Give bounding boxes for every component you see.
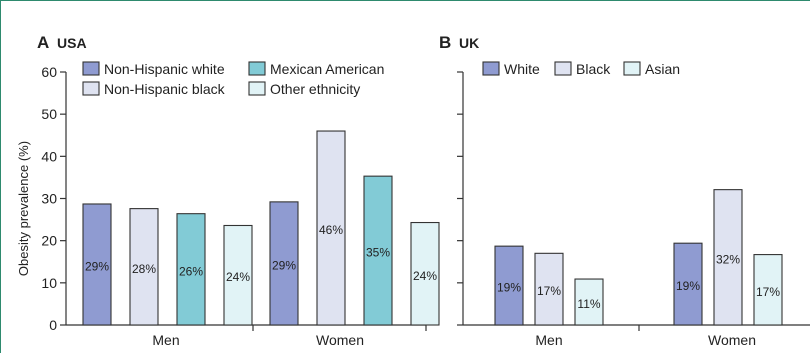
panel-b-bar xyxy=(574,278,604,326)
panel-a-legend-swatch xyxy=(82,61,100,76)
panel-a-data-label: 26% xyxy=(179,264,203,278)
panel-a-legend-swatch xyxy=(248,81,266,96)
panel-b-category-label: Women xyxy=(708,332,756,348)
panel-b-legend-swatch xyxy=(554,61,572,76)
panel-b-bar xyxy=(713,189,743,326)
panel-b-bar xyxy=(534,252,564,326)
panel-b-legend-swatch xyxy=(623,61,641,76)
panel-a-legend-label: Other ethnicity xyxy=(270,81,360,97)
panel-b-letter: B xyxy=(439,33,451,52)
panel-a-bar xyxy=(82,203,112,326)
panel-b-data-label: 17% xyxy=(756,285,780,299)
panel-a-data-label: 24% xyxy=(226,270,250,284)
panel-a-legend-label: Non-Hispanic black xyxy=(104,81,226,97)
panel-a-y-tick-label: 60 xyxy=(41,64,57,80)
panel-b-data-label: 11% xyxy=(577,297,600,311)
panel-a-legend-swatch xyxy=(82,81,100,96)
panel-b-data-label: 32% xyxy=(716,252,740,266)
panel-b-title: UK xyxy=(459,35,479,51)
panel-a-data-label: 46% xyxy=(319,223,343,237)
panel-a-data-label: 29% xyxy=(85,259,109,273)
panel-b-legend-label: White xyxy=(504,61,540,77)
panel-a-data-label: 28% xyxy=(132,262,156,276)
panel-a-legend-swatch xyxy=(248,61,266,76)
panel-a-legend-label: Mexican American xyxy=(270,61,384,77)
panel-b-legend-label: Asian xyxy=(645,61,680,77)
panel-a-y-tick-label: 0 xyxy=(49,317,57,333)
panel-b-data-label: 19% xyxy=(676,279,700,293)
panel-b-data-label: 19% xyxy=(497,281,521,295)
panel-b-category-label: Men xyxy=(535,332,562,348)
panel-b-data-label: 17% xyxy=(537,284,561,298)
panel-a-legend-label: Non-Hispanic white xyxy=(104,61,225,77)
panel-b-legend-swatch xyxy=(482,61,500,76)
panel-a-y-axis-label: Obesity prevalence (%) xyxy=(16,141,31,276)
panel-a-data-label: 29% xyxy=(272,258,296,272)
panel-b-legend-label: Black xyxy=(576,61,611,77)
panel-a-letter: A xyxy=(37,33,49,52)
panel-a-bar xyxy=(223,224,253,326)
panel-a-bar xyxy=(363,175,393,326)
panel-b-bar xyxy=(494,245,524,326)
panel-b-bar xyxy=(673,242,703,326)
panel-a-y-tick-label: 40 xyxy=(41,148,57,164)
panel-a-bar xyxy=(269,201,299,326)
panel-a-category-label: Men xyxy=(152,332,179,348)
panel-a-y-tick-label: 20 xyxy=(41,233,57,249)
panel-a-category-label: Women xyxy=(316,332,364,348)
panel-a-data-label: 24% xyxy=(413,269,437,283)
panel-a-title: USA xyxy=(57,35,87,51)
panel-a-y-tick-label: 10 xyxy=(41,275,57,291)
panel-a-bar xyxy=(316,130,346,326)
panel-a-y-tick-label: 50 xyxy=(41,106,57,122)
panel-a-bar xyxy=(129,208,159,326)
panel-a-y-tick-label: 30 xyxy=(41,191,57,207)
panel-a-data-label: 35% xyxy=(366,246,390,260)
panel-b-bar xyxy=(753,254,783,326)
panel-a-bar xyxy=(410,221,440,326)
panel-a-bar xyxy=(176,213,206,326)
